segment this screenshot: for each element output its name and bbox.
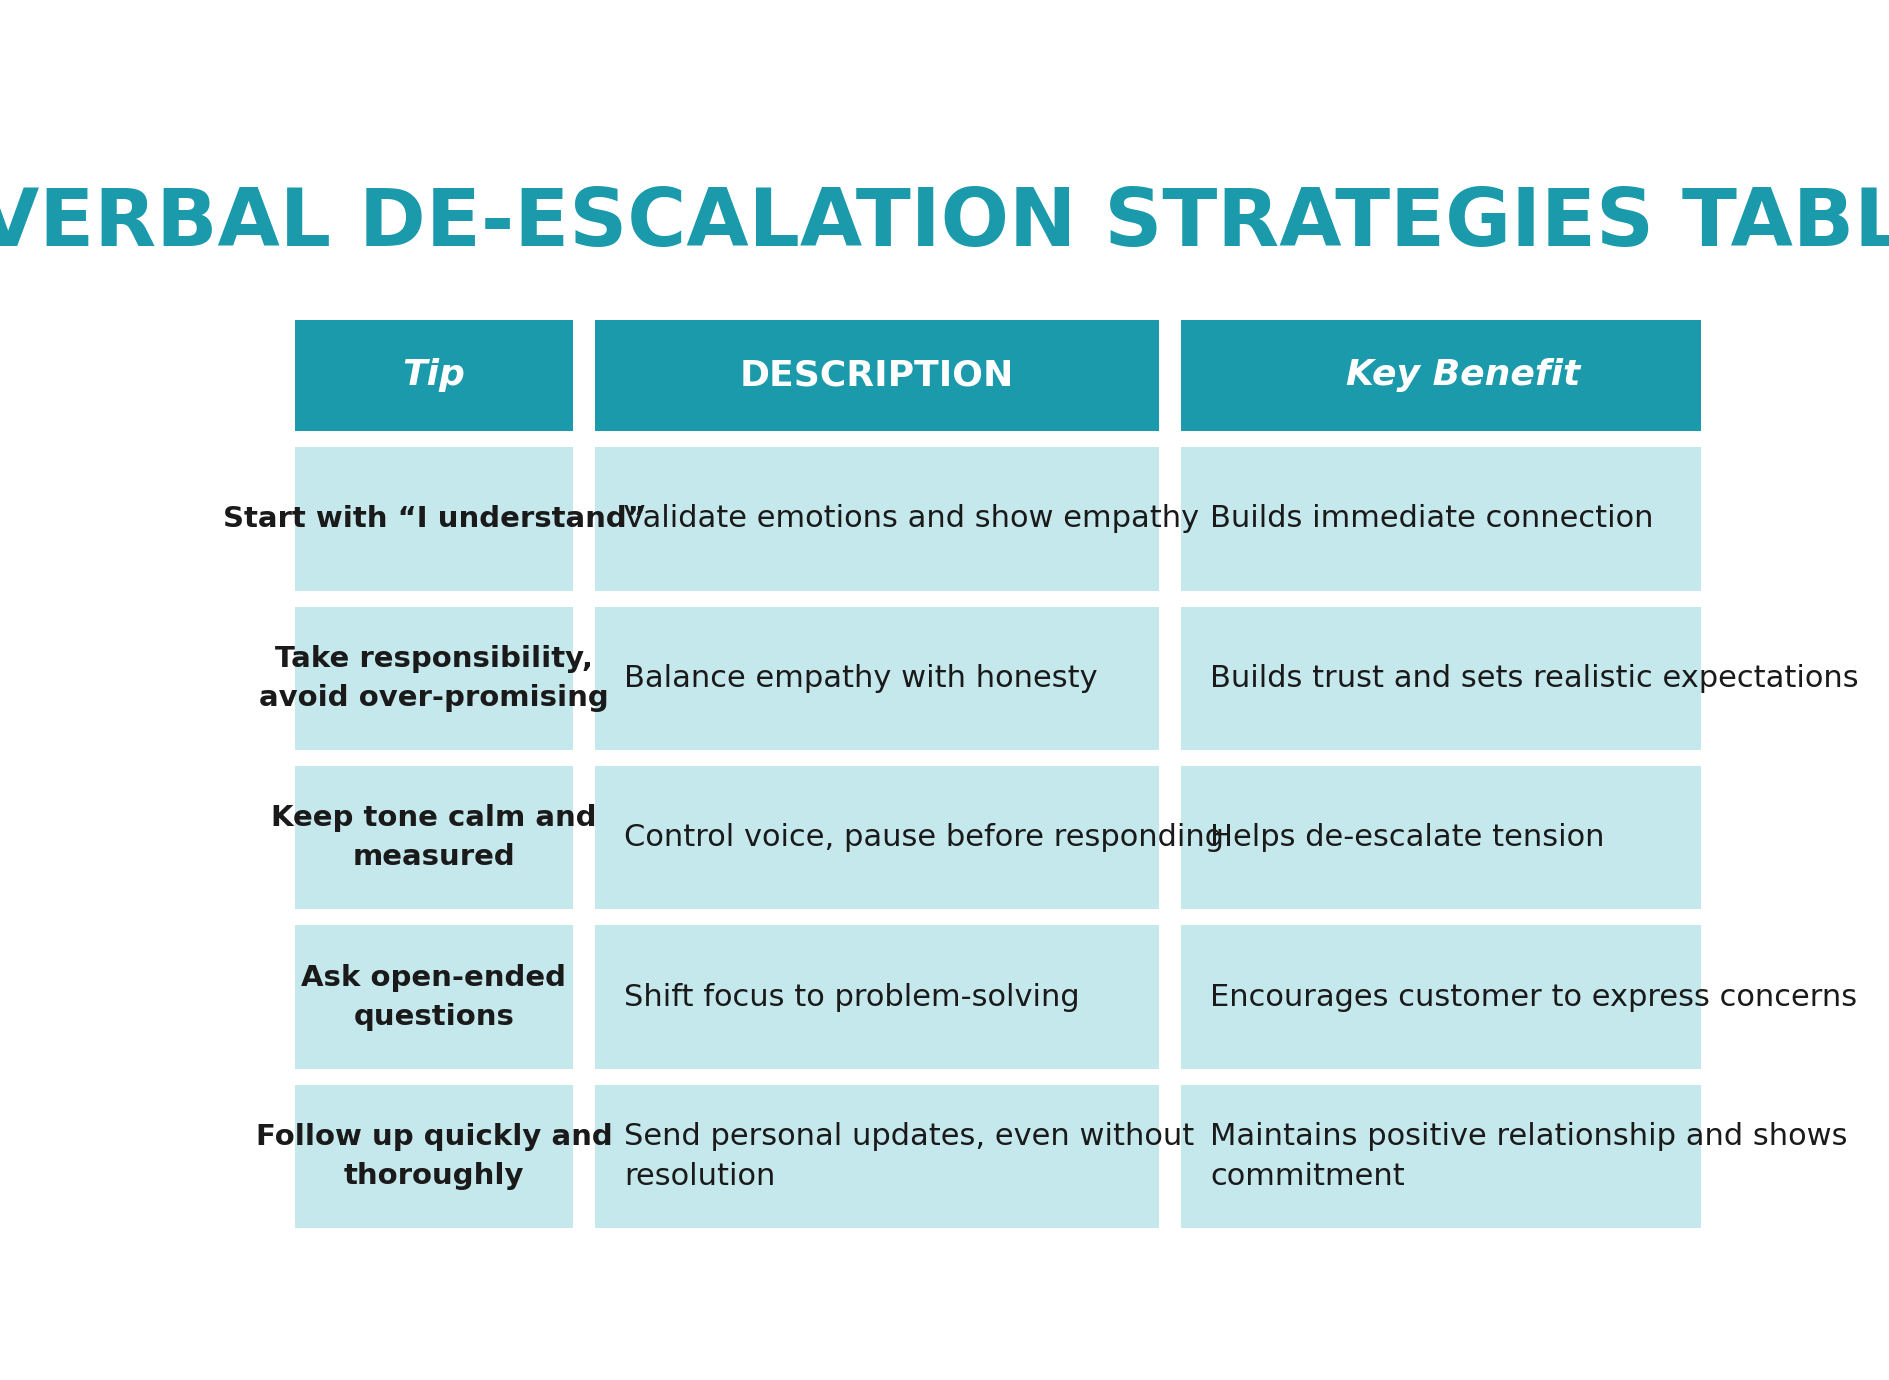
Text: Maintains positive relationship and shows
commitment: Maintains positive relationship and show… — [1209, 1122, 1847, 1191]
Text: Balance empathy with honesty: Balance empathy with honesty — [623, 664, 1098, 693]
FancyBboxPatch shape — [1181, 766, 1744, 909]
Text: Key Benefit: Key Benefit — [1345, 359, 1579, 392]
FancyBboxPatch shape — [595, 320, 1158, 431]
Text: Validate emotions and show empathy: Validate emotions and show empathy — [623, 505, 1200, 534]
FancyBboxPatch shape — [1181, 320, 1744, 431]
FancyBboxPatch shape — [295, 766, 572, 909]
Text: Helps de-escalate tension: Helps de-escalate tension — [1209, 824, 1604, 853]
FancyBboxPatch shape — [595, 1085, 1158, 1228]
Text: Builds trust and sets realistic expectations: Builds trust and sets realistic expectat… — [1209, 664, 1859, 693]
FancyBboxPatch shape — [295, 1085, 572, 1228]
Text: Encourages customer to express concerns: Encourages customer to express concerns — [1209, 983, 1857, 1012]
Text: Shift focus to problem-solving: Shift focus to problem-solving — [623, 983, 1079, 1012]
FancyBboxPatch shape — [595, 447, 1158, 591]
FancyBboxPatch shape — [1181, 926, 1744, 1070]
Text: Tip: Tip — [402, 359, 465, 392]
Text: Send personal updates, even without
resolution: Send personal updates, even without reso… — [623, 1122, 1194, 1191]
FancyBboxPatch shape — [1181, 1085, 1744, 1228]
FancyBboxPatch shape — [595, 766, 1158, 909]
FancyBboxPatch shape — [295, 320, 572, 431]
Text: Take responsibility,
avoid over-promising: Take responsibility, avoid over-promisin… — [259, 644, 608, 712]
Text: DESCRIPTION: DESCRIPTION — [739, 359, 1014, 392]
FancyBboxPatch shape — [595, 607, 1158, 751]
FancyBboxPatch shape — [295, 447, 572, 591]
Text: Ask open-ended
questions: Ask open-ended questions — [302, 963, 567, 1031]
FancyBboxPatch shape — [295, 926, 572, 1070]
FancyBboxPatch shape — [295, 607, 572, 751]
FancyBboxPatch shape — [1181, 607, 1744, 751]
Text: Builds immediate connection: Builds immediate connection — [1209, 505, 1653, 534]
Text: VERBAL DE-ESCALATION STRATEGIES TABLE: VERBAL DE-ESCALATION STRATEGIES TABLE — [0, 185, 1889, 264]
FancyBboxPatch shape — [1181, 447, 1744, 591]
Text: Start with “I understand”: Start with “I understand” — [223, 505, 644, 533]
FancyBboxPatch shape — [595, 926, 1158, 1070]
Text: Control voice, pause before responding: Control voice, pause before responding — [623, 824, 1224, 853]
Text: Follow up quickly and
thoroughly: Follow up quickly and thoroughly — [255, 1123, 612, 1190]
Text: Keep tone calm and
measured: Keep tone calm and measured — [270, 805, 597, 871]
